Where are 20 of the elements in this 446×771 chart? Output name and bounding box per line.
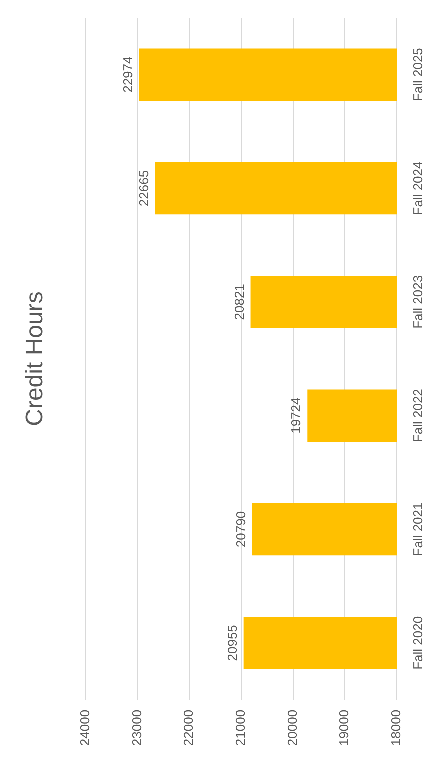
- data-label: 20955: [224, 625, 240, 662]
- y-tick-label: Fall 2022: [410, 389, 426, 443]
- y-tick-label: Fall 2023: [410, 275, 426, 329]
- data-label: 22665: [136, 170, 152, 207]
- data-label: 22974: [120, 56, 136, 93]
- x-tick-label: 20000: [284, 710, 300, 746]
- x-tick-label: 18000: [388, 710, 404, 746]
- data-label: 19724: [288, 398, 304, 434]
- x-tick-label: 19000: [336, 710, 352, 746]
- x-tick-label: 24000: [78, 710, 93, 746]
- data-label: 20790: [233, 511, 248, 548]
- y-tick-label: Fall 2021: [410, 502, 426, 556]
- y-tick-label: Fall 2020: [410, 616, 426, 670]
- y-tick-label: Fall 2025: [410, 48, 426, 102]
- y-tick-label: Fall 2024: [410, 162, 426, 216]
- data-label: 20821: [232, 284, 247, 320]
- x-tick-label: 22000: [181, 710, 196, 746]
- x-tick-label: 21000: [233, 710, 248, 746]
- x-tick-label: 23000: [129, 710, 144, 746]
- text: Credit Hours: [22, 292, 49, 426]
